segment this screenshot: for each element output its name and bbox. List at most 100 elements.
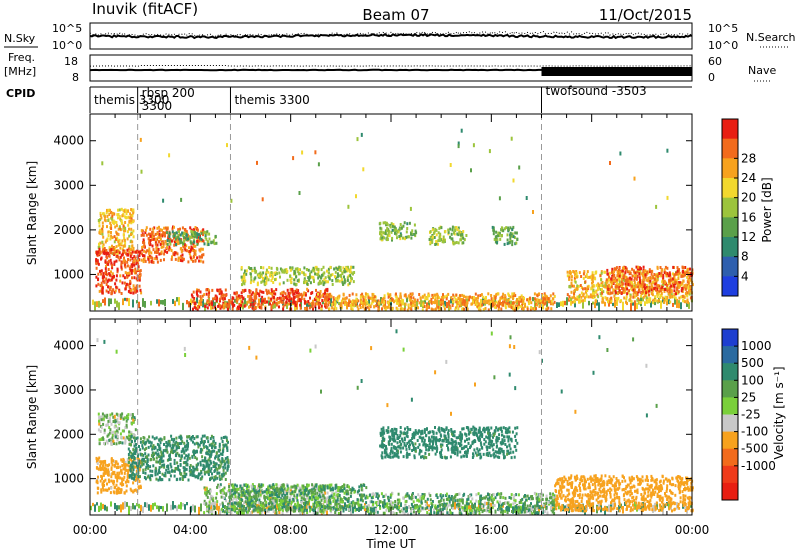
heatmap-cell (633, 286, 636, 290)
heatmap-cell (210, 434, 213, 438)
heatmap-cell (544, 294, 547, 297)
heatmap-cell (457, 226, 460, 230)
heatmap-cell (680, 283, 683, 287)
heatmap-cell (148, 260, 151, 264)
beam-title: Beam 07 (362, 6, 429, 24)
heatmap-cell (662, 282, 665, 286)
heatmap-cell (190, 438, 193, 442)
heatmap-cell (409, 298, 412, 302)
heatmap-cell (616, 297, 619, 301)
heatmap-cell (176, 297, 178, 302)
heatmap-cell (293, 292, 296, 296)
heatmap-cell (460, 298, 463, 301)
heatmap-cell (294, 267, 297, 271)
heatmap-cell (160, 460, 163, 463)
heatmap-cell (306, 287, 309, 291)
heatmap-cell (151, 235, 154, 239)
heatmap-cell (640, 267, 642, 271)
heatmap-cell (196, 463, 199, 467)
heatmap-cell (331, 283, 334, 286)
heatmap-cell (335, 279, 338, 283)
heatmap-cell (337, 296, 340, 300)
heatmap-cell (668, 299, 670, 305)
heatmap-cell (181, 475, 184, 478)
heatmap-cell (463, 238, 466, 242)
heatmap-cell (195, 232, 198, 236)
heatmap-cell (292, 300, 295, 304)
heatmap-cell (228, 299, 231, 302)
heatmap-cell (396, 307, 399, 311)
heatmap-cell (346, 278, 349, 282)
heatmap-cell (154, 466, 157, 470)
heatmap-cell (304, 293, 307, 297)
heatmap-cell (566, 297, 568, 306)
heatmap-cell (580, 503, 582, 513)
heatmap-cell (158, 252, 161, 256)
heatmap-cell (438, 226, 441, 230)
heatmap-cell (653, 277, 656, 281)
heatmap-cell (141, 444, 144, 448)
heatmap-cell (599, 288, 602, 292)
heatmap-cell (485, 300, 488, 304)
heatmap-cell (660, 300, 662, 309)
heatmap-cell (148, 249, 151, 253)
heatmap-cell (150, 300, 152, 306)
heatmap-cell (435, 228, 438, 232)
heatmap-cell (642, 265, 645, 269)
heatmap-cell (435, 307, 438, 311)
heatmap-cell (339, 268, 342, 272)
heatmap-cell (175, 436, 178, 440)
heatmap-cell (129, 437, 132, 441)
heatmap-cell (650, 282, 653, 286)
heatmap-cell (262, 276, 264, 280)
heatmap-cell (570, 275, 573, 279)
heatmap-cell (97, 412, 100, 416)
heatmap-cell (490, 297, 493, 301)
heatmap-cell (369, 296, 372, 300)
heatmap-cell (421, 295, 424, 299)
heatmap-cell (414, 298, 416, 304)
heatmap-cell (634, 271, 637, 275)
heatmap-cell (104, 471, 107, 475)
heatmap-cell (500, 296, 503, 300)
heatmap-cell (111, 244, 113, 248)
heatmap-cell (193, 437, 196, 440)
heatmap-cell (289, 287, 292, 291)
heatmap-cell (158, 240, 161, 244)
heatmap-cell (615, 297, 618, 300)
heatmap-cell (97, 475, 99, 479)
heatmap-cell (546, 300, 548, 308)
heatmap-cell (578, 295, 581, 299)
heatmap-cell (117, 208, 119, 212)
heatmap-cell (452, 300, 455, 304)
heatmap-cell (160, 456, 163, 460)
heatmap-cell (120, 458, 123, 462)
heatmap-cell (621, 269, 624, 273)
heatmap-cell (147, 466, 150, 470)
heatmap-cell (208, 456, 211, 460)
heatmap-cell (224, 478, 227, 481)
heatmap-cell (208, 237, 211, 241)
heatmap-cell (127, 413, 130, 417)
heatmap-cell (132, 433, 135, 437)
heatmap-cell (576, 295, 579, 299)
freq-label-1: Freq. (8, 51, 35, 64)
heatmap-cell (506, 298, 508, 306)
heatmap-cell (441, 295, 444, 299)
heatmap-cell (506, 238, 509, 242)
heatmap-cell (191, 248, 194, 252)
heatmap-cell (165, 444, 168, 448)
heatmap-cell (134, 256, 137, 260)
heatmap-cell (185, 454, 188, 458)
heatmap-cell (635, 265, 638, 269)
heatmap-cell (100, 302, 102, 307)
heatmap-cell (165, 449, 168, 453)
heatmap-cell (113, 274, 115, 278)
heatmap-cell (151, 230, 154, 234)
heatmap-cell (173, 474, 176, 478)
heatmap-cell (251, 269, 254, 273)
heatmap-cell (192, 255, 195, 258)
heatmap-cell (431, 293, 434, 297)
heatmap-cell (442, 296, 445, 299)
heatmap-cell (450, 296, 453, 299)
